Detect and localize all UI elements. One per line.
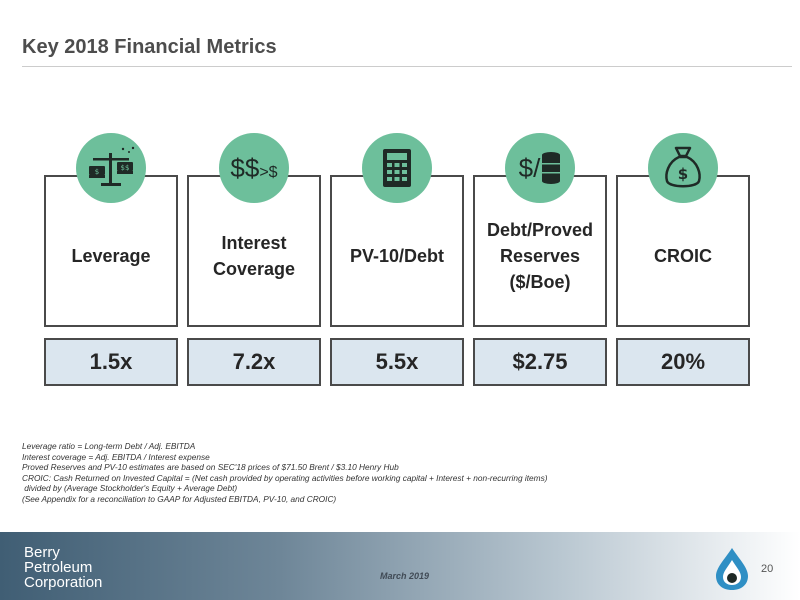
footnote-line: Proved Reserves and PV-10 estimates are … [22,462,399,473]
footnote-line: Interest coverage = Adj. EBITDA / Intere… [22,451,210,462]
drop-logo-icon [716,548,748,590]
metric-label: Debt/Proved Reserves ($/Boe) [486,219,594,293]
metric-label: PV-10/Debt [349,245,445,266]
dollars-greater-than-dollar-icon: $$>$ [219,133,289,203]
metric-value-croic: 20% [616,338,750,386]
metric-value-pv10-debt: 5.5x [330,338,464,386]
title-divider [22,66,792,67]
page-title: Key 2018 Financial Metrics [22,36,277,58]
metric-value-debt-proved-reserves: $2.75 [473,338,607,386]
dollar-per-oil-barrel-icon: $/ [505,133,575,203]
footnote-line: (See Appendix for a reconciliation to GA… [22,494,337,505]
svg-text:$: $ [95,168,99,176]
metric-label: Leverage [71,245,151,266]
metric-label: Interest Coverage [212,232,296,279]
footer-date: March 2019 [380,571,430,581]
metric-value-leverage: 1.5x [44,338,178,386]
balance-scale-money-icon: $ $$ [76,133,146,203]
metric-value-interest-coverage: 7.2x [187,338,321,386]
svg-text:$$: $$ [121,164,130,172]
money-bag-icon: $ [648,133,718,203]
footnote-line: divided by (Average Stockholder's Equity… [22,483,238,494]
footnote-line: CROIC: Cash Returned on Invested Capital… [22,472,548,483]
footnotes: Leverage ratio = Long-term Debt / Adj. E… [22,441,548,505]
page-number: 20 [761,563,774,575]
metric-label: CROIC [654,245,712,266]
footnote-line: Leverage ratio = Long-term Debt / Adj. E… [22,441,196,451]
footer-band: Berry Petroleum Corporation March 2019 2… [0,532,800,600]
svg-text:$: $ [678,165,688,183]
company-logo: Berry Petroleum Corporation [24,544,103,591]
calculator-icon [362,133,432,203]
metric-card-interest-coverage: Interest Coverage [187,175,321,327]
